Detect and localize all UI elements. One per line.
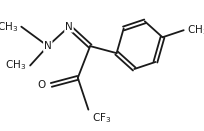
Text: N: N (65, 22, 72, 32)
Text: CH$_3$: CH$_3$ (0, 20, 18, 34)
Text: CH$_3$: CH$_3$ (186, 23, 204, 37)
Text: CF$_3$: CF$_3$ (91, 111, 111, 125)
Text: O: O (38, 80, 46, 90)
Text: CH$_3$: CH$_3$ (5, 59, 27, 72)
Text: N: N (44, 41, 51, 51)
